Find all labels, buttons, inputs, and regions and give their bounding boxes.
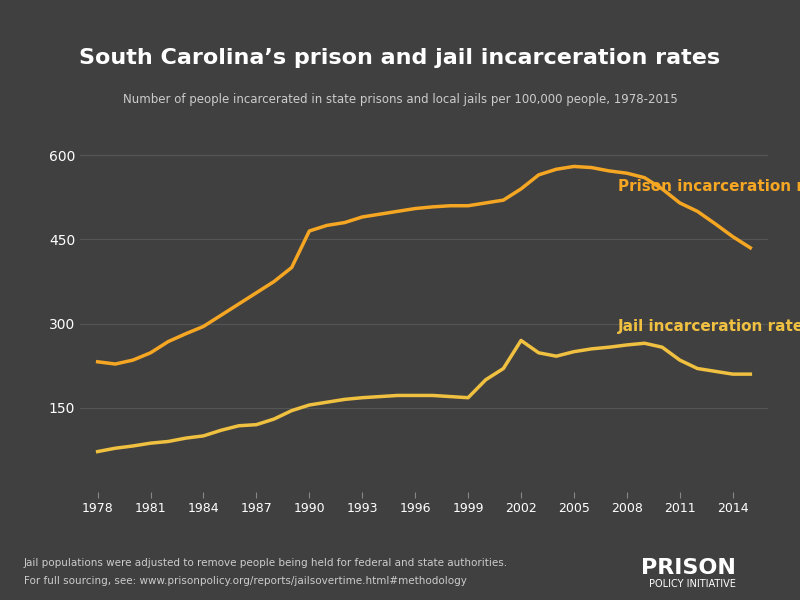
Text: POLICY INITIATIVE: POLICY INITIATIVE: [649, 579, 736, 589]
Text: South Carolina’s prison and jail incarceration rates: South Carolina’s prison and jail incarce…: [79, 48, 721, 68]
Text: PRISON: PRISON: [641, 558, 736, 578]
Text: Jail populations were adjusted to remove people being held for federal and state: Jail populations were adjusted to remove…: [24, 558, 508, 568]
Text: For full sourcing, see: www.prisonpolicy.org/reports/jailsovertime.html#methodol: For full sourcing, see: www.prisonpolicy…: [24, 576, 467, 586]
Text: Jail incarceration rate: Jail incarceration rate: [618, 319, 800, 334]
Text: Number of people incarcerated in state prisons and local jails per 100,000 peopl: Number of people incarcerated in state p…: [122, 93, 678, 106]
Text: Prison incarceration rate: Prison incarceration rate: [618, 179, 800, 194]
